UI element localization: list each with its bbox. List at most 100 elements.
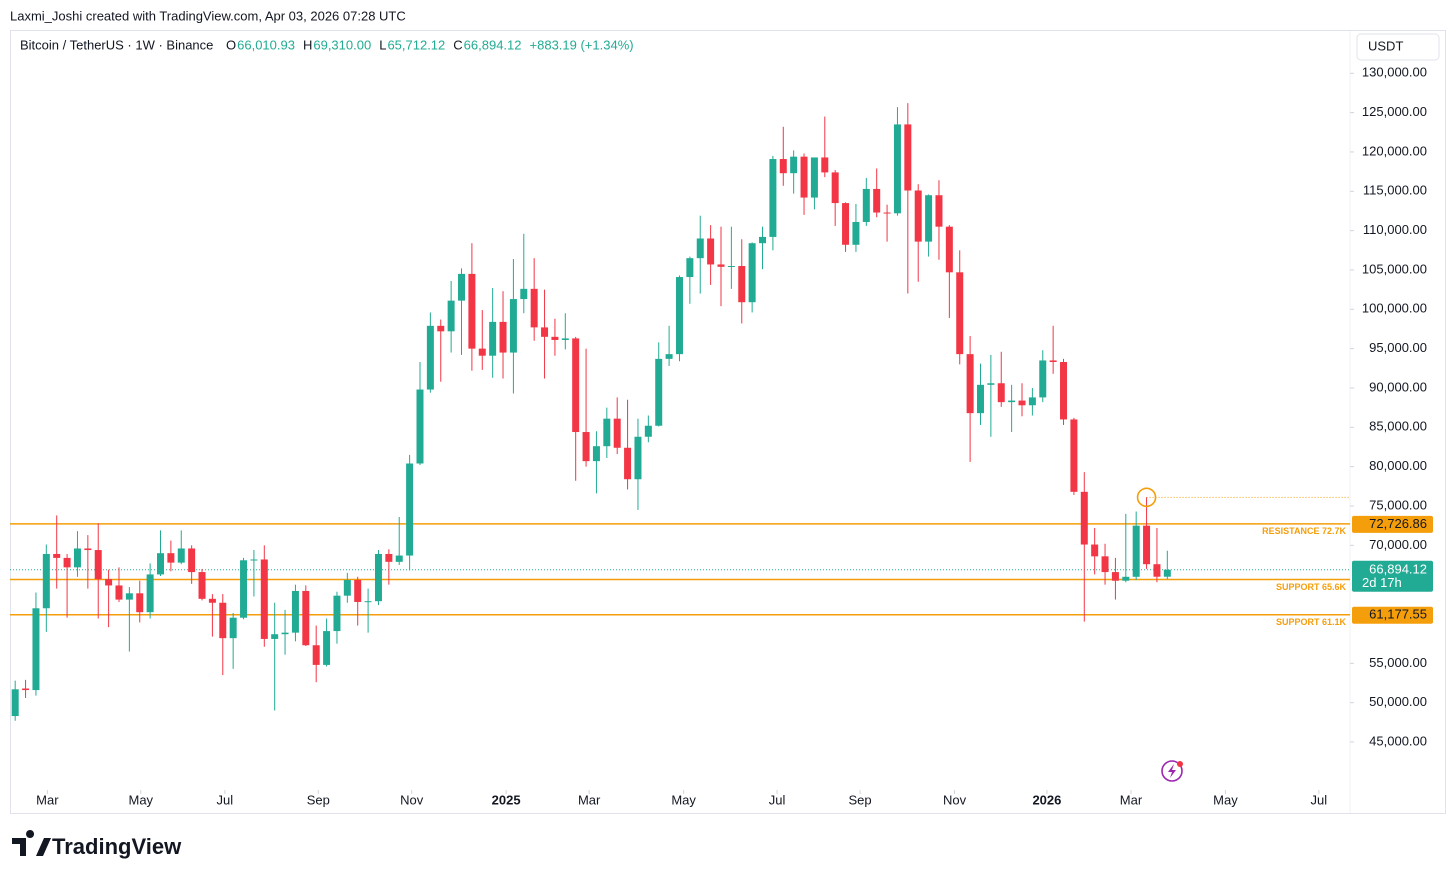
alert-ring [1161, 760, 1183, 782]
candle-body [115, 585, 123, 600]
alert-icon[interactable] [1161, 760, 1183, 782]
y-tick-label: 55,000.00 [1369, 655, 1427, 670]
candle-body [904, 124, 912, 191]
candle-body [136, 593, 144, 613]
candle-body [271, 634, 279, 639]
legend-value: 69,310.00 [313, 37, 371, 52]
candle-body [219, 602, 227, 639]
candle-body [530, 288, 538, 328]
alert-dot [1177, 761, 1183, 767]
candle-body [1143, 525, 1151, 565]
candle-body [146, 574, 154, 613]
x-tick-label: May [671, 792, 696, 807]
x-tick-label: Sep [307, 792, 330, 807]
candle-body [1101, 556, 1109, 573]
legend-key: H [303, 37, 312, 52]
candle-body [354, 579, 362, 602]
legend-value: 66,010.93 [237, 37, 295, 52]
candle-body [1163, 569, 1171, 577]
candle-body [323, 631, 331, 665]
candle-body [343, 579, 351, 596]
candle-body [240, 560, 248, 618]
candle-body [395, 555, 403, 562]
candle-body [893, 124, 901, 214]
x-tick-label: 2025 [492, 792, 521, 807]
candle-body [312, 645, 320, 665]
candle-body [364, 601, 372, 603]
y-tick-label: 115,000.00 [1363, 183, 1427, 198]
y-tick-label: 110,000.00 [1363, 222, 1427, 237]
countdown-label: 2d 17h [1362, 575, 1402, 590]
candle-body [675, 277, 683, 355]
currency: USDT [1368, 38, 1403, 53]
candle-body [769, 159, 777, 237]
legend-value: 66,894.12 [464, 37, 522, 52]
candle-body [582, 432, 590, 462]
y-tick-label: 85,000.00 [1369, 419, 1427, 434]
candle-body [520, 288, 528, 300]
candle-body [509, 299, 517, 353]
candle-body [966, 354, 974, 414]
y-tick-label: 75,000.00 [1369, 497, 1427, 512]
candle-body [727, 266, 735, 268]
x-tick-label: Mar [578, 792, 601, 807]
candle-body [696, 238, 704, 259]
y-tick-label: 45,000.00 [1369, 733, 1427, 748]
candle-body [572, 338, 580, 433]
candle-body [644, 425, 652, 437]
candle-body [717, 264, 725, 267]
candle-body [873, 188, 881, 213]
candle-body [914, 190, 922, 242]
candle-body [1070, 419, 1078, 492]
candle-body [624, 447, 632, 480]
legend-change: +883.19 (+1.34%) [530, 37, 634, 52]
candle-body [374, 553, 382, 602]
candle-body [468, 273, 476, 349]
candle-body [1132, 525, 1140, 577]
candle-body [333, 595, 341, 632]
candle-body [655, 358, 663, 426]
candle-body [478, 348, 486, 356]
x-tick-label: Jul [1311, 792, 1328, 807]
y-tick-label: 50,000.00 [1369, 694, 1427, 709]
y-tick-label: 70,000.00 [1369, 537, 1427, 552]
y-tick-label: 95,000.00 [1369, 340, 1427, 355]
candle-body [437, 325, 445, 332]
level-name: RESISTANCE 72.7K [1262, 526, 1346, 536]
candle-body [541, 327, 549, 337]
legend-key: C [453, 37, 462, 52]
last-price-label: 66,894.12 [1369, 562, 1427, 577]
candle-body [426, 325, 434, 390]
candle-body [945, 226, 953, 273]
candle-body [406, 463, 414, 556]
x-tick-label: May [129, 792, 154, 807]
candle-body [1091, 544, 1099, 557]
level-name: SUPPORT 61.1K [1276, 617, 1347, 627]
candle-body [32, 608, 40, 691]
candle-body [987, 383, 995, 385]
currency-box[interactable] [1356, 33, 1440, 61]
candle-body [94, 550, 102, 580]
candle-body [883, 212, 891, 214]
candle-body [198, 572, 206, 599]
candle-body [157, 553, 165, 575]
candle-body [1060, 362, 1068, 420]
candle-body [748, 243, 756, 303]
brand-mark [12, 830, 51, 856]
level-name: SUPPORT 65.6K [1276, 582, 1347, 592]
candle-body [125, 593, 133, 600]
candle-body [105, 579, 113, 586]
candle-body [686, 258, 694, 278]
x-tick-label: Mar [36, 792, 59, 807]
candle-body [260, 559, 268, 639]
candle-body [11, 689, 19, 717]
level-tag [1352, 515, 1433, 533]
candle-body [22, 688, 30, 691]
x-tick-label: 2026 [1032, 792, 1061, 807]
candle-body [281, 632, 289, 635]
candle-body [167, 553, 175, 563]
x-tick-label: Jul [217, 792, 234, 807]
candle-body [561, 338, 569, 340]
candle-body [84, 548, 92, 551]
level-tag-label: 72,726.86 [1369, 516, 1427, 531]
